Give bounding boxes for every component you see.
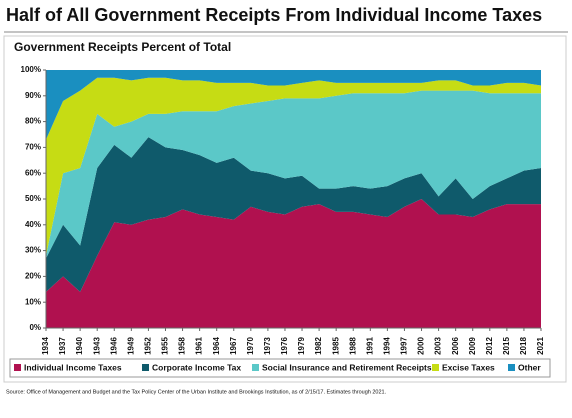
x-tick-label: 1994 xyxy=(382,337,391,355)
area xyxy=(46,70,541,140)
x-tick-label: 1985 xyxy=(331,337,340,355)
y-tick-label: 20% xyxy=(25,272,41,281)
x-tick-label: 2012 xyxy=(485,337,494,355)
x-tick-label: 1961 xyxy=(195,337,204,355)
area xyxy=(46,137,541,292)
area xyxy=(46,199,541,328)
x-tick-label: 1952 xyxy=(144,337,153,355)
x-tick-label: 2015 xyxy=(502,337,511,355)
x-tick-label: 1940 xyxy=(75,337,84,355)
x-tick-label: 2000 xyxy=(417,337,426,355)
x-tick-label: 1988 xyxy=(348,337,357,355)
x-tick-label: 1973 xyxy=(263,337,272,355)
x-tick-label: 1991 xyxy=(365,337,374,355)
y-tick-label: 50% xyxy=(25,194,41,203)
legend-frame xyxy=(9,358,551,378)
x-tick-label: 2003 xyxy=(434,337,443,355)
y-tick-label: 70% xyxy=(25,143,41,152)
y-tick-label: 10% xyxy=(25,297,41,306)
x-tick-label: 1967 xyxy=(229,337,238,355)
x-tick-label: 1943 xyxy=(92,337,101,355)
x-tick-label: 1958 xyxy=(178,337,187,355)
x-tick-label: 2006 xyxy=(451,337,460,355)
y-tick-label: 90% xyxy=(25,91,41,100)
x-tick-label: 2009 xyxy=(468,337,477,355)
y-tick-label: 100% xyxy=(21,65,41,74)
legend-swatch xyxy=(14,364,21,371)
x-tick-label: 1955 xyxy=(161,337,170,355)
legend-swatch xyxy=(432,364,439,371)
x-tick-label: 1949 xyxy=(126,337,135,355)
x-tick-label: 2021 xyxy=(536,337,545,355)
x-tick-label: 1979 xyxy=(297,337,306,355)
legend-label: Individual Income Taxes xyxy=(24,362,122,372)
x-tick-label: 1934 xyxy=(41,337,50,355)
x-tick-label: 1937 xyxy=(58,337,67,355)
legend-label: Other xyxy=(518,362,541,372)
y-tick-label: 0% xyxy=(29,323,41,332)
source-note: Source: Office of Management and Budget … xyxy=(6,389,387,395)
x-tick-label: 1997 xyxy=(400,337,409,355)
chart-title: Half of All Government Receipts From Ind… xyxy=(6,5,542,25)
legend-swatch xyxy=(508,364,515,371)
chart-subtitle: Government Receipts Percent of Total xyxy=(14,40,231,54)
chart-frame xyxy=(3,35,567,383)
y-tick-label: 60% xyxy=(25,168,41,177)
x-tick-label: 2018 xyxy=(519,337,528,355)
area xyxy=(46,90,541,259)
legend-swatch xyxy=(252,364,259,371)
area xyxy=(46,77,541,256)
y-tick-label: 40% xyxy=(25,220,41,229)
legend-swatch xyxy=(142,364,149,371)
legend-label: Excise Taxes xyxy=(442,362,495,372)
y-tick-label: 30% xyxy=(25,246,41,255)
x-tick-label: 1964 xyxy=(212,337,221,355)
legend-label: Social Insurance and Retirement Receipts xyxy=(262,362,432,372)
y-tick-label: 80% xyxy=(25,117,41,126)
x-tick-label: 1970 xyxy=(246,337,255,355)
x-tick-label: 1982 xyxy=(314,337,323,355)
x-tick-label: 1946 xyxy=(109,337,118,355)
x-tick-label: 1976 xyxy=(280,337,289,355)
legend-label: Corporate Income Tax xyxy=(152,362,241,372)
